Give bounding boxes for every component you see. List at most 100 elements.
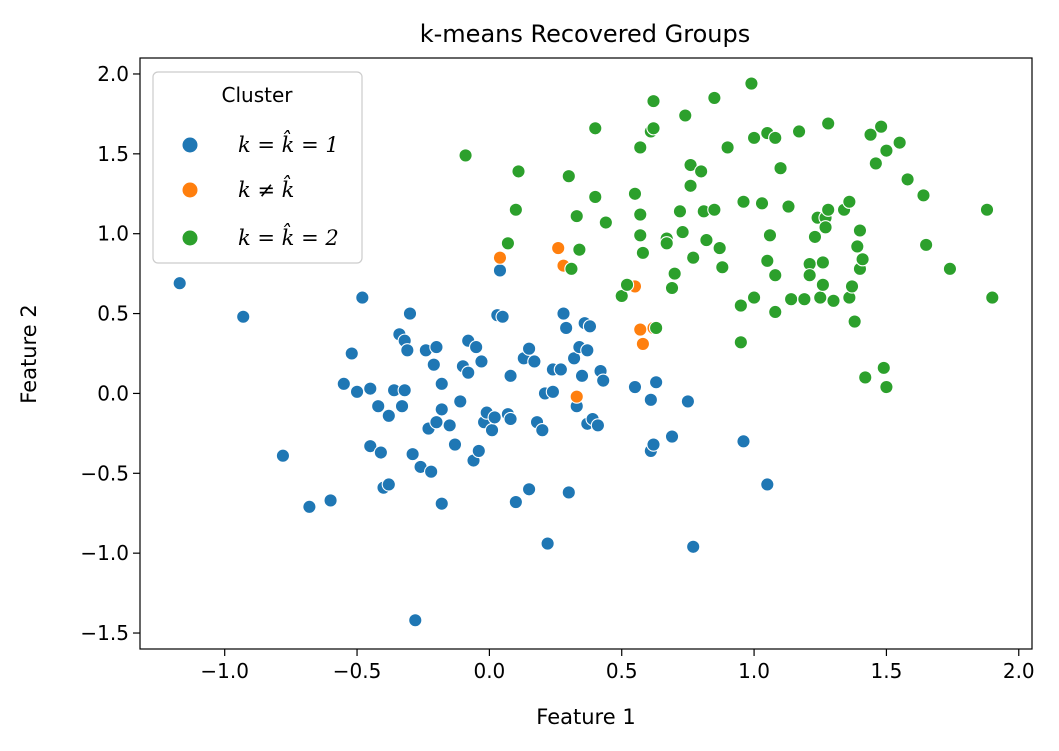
- data-point: [236, 309, 251, 324]
- y-tick-label: −1.0: [80, 541, 129, 565]
- data-point: [646, 93, 661, 109]
- data-point: [754, 196, 770, 211]
- data-point: [394, 399, 410, 414]
- x-axis: −1.0 −0.5 0.0 0.5 1.0 1.5 2.0: [200, 649, 1035, 683]
- x-tick-label: −0.5: [333, 659, 382, 683]
- data-point: [813, 290, 828, 305]
- data-point: [773, 161, 788, 176]
- data-point: [492, 263, 508, 278]
- data-point: [633, 207, 648, 222]
- data-point: [511, 164, 526, 179]
- data-point: [879, 143, 894, 158]
- data-point: [783, 292, 799, 307]
- x-tick-label: −1.0: [200, 659, 249, 683]
- data-point: [275, 448, 291, 463]
- data-point: [900, 172, 915, 187]
- data-point: [733, 335, 748, 350]
- data-point: [558, 320, 574, 336]
- data-point: [683, 178, 698, 193]
- data-point: [847, 314, 862, 329]
- data-point: [508, 494, 524, 510]
- data-point: [678, 108, 693, 123]
- legend-label: k = k̂ = 2: [238, 223, 339, 250]
- data-point: [916, 188, 931, 203]
- data-point: [405, 446, 420, 462]
- data-point: [344, 346, 359, 361]
- data-points: [172, 76, 1000, 628]
- data-point: [821, 202, 836, 217]
- data-point: [648, 320, 664, 336]
- data-point: [590, 418, 606, 433]
- data-point: [508, 202, 524, 217]
- data-point: [471, 443, 486, 459]
- data-point: [667, 266, 682, 281]
- data-point: [683, 157, 698, 173]
- y-tick-label: 1.0: [97, 222, 129, 246]
- data-point: [461, 365, 476, 380]
- data-point: [429, 415, 444, 430]
- data-point: [815, 277, 831, 292]
- data-point: [500, 236, 516, 251]
- data-point: [363, 381, 378, 396]
- data-point: [492, 250, 508, 265]
- y-tick-label: −1.5: [80, 621, 129, 645]
- legend-label: k = k̂ = 1: [238, 130, 339, 157]
- data-point: [844, 279, 860, 294]
- legend-marker: [181, 181, 199, 199]
- data-point: [852, 223, 868, 238]
- data-point: [736, 194, 751, 209]
- data-point: [762, 228, 778, 243]
- data-point: [892, 135, 907, 150]
- y-tick-label: 1.5: [97, 142, 129, 166]
- data-point: [553, 362, 569, 377]
- data-point: [442, 418, 457, 433]
- data-point: [797, 292, 812, 307]
- y-axis: −1.5 −1.0 −0.5 0.0 0.5 1.0 1.5 2.0: [80, 62, 140, 645]
- data-point: [733, 298, 748, 313]
- data-point: [781, 199, 796, 214]
- data-point: [659, 236, 674, 251]
- y-axis-label: Feature 2: [17, 304, 41, 403]
- data-point: [855, 252, 870, 267]
- data-point: [495, 309, 510, 324]
- data-point: [574, 368, 590, 384]
- data-point: [627, 186, 643, 201]
- data-point: [858, 370, 873, 385]
- data-point: [744, 76, 759, 91]
- legend: Cluster k = k̂ = 1 k ≠ k̂ k = k̂ = 2: [152, 71, 363, 264]
- data-point: [402, 306, 418, 321]
- series-1: [172, 263, 775, 628]
- data-point: [863, 127, 878, 142]
- series-3: [458, 76, 1000, 395]
- data-point: [527, 354, 542, 369]
- data-point: [469, 339, 484, 355]
- data-point: [768, 304, 783, 320]
- data-point: [850, 239, 865, 254]
- x-tick-label: 1.5: [871, 659, 903, 683]
- data-point: [672, 204, 688, 219]
- data-point: [598, 215, 614, 230]
- data-point: [821, 116, 836, 131]
- data-point: [302, 499, 317, 514]
- data-point: [545, 384, 561, 399]
- data-point: [561, 169, 576, 184]
- chart-title: k-means Recovered Groups: [420, 20, 751, 48]
- legend-marker: [181, 229, 199, 247]
- data-point: [408, 613, 423, 628]
- data-point: [664, 280, 680, 296]
- legend-label: k ≠ k̂: [238, 175, 294, 202]
- data-point: [487, 410, 502, 425]
- data-point: [556, 306, 571, 321]
- data-point: [588, 121, 603, 136]
- data-point: [842, 194, 857, 209]
- data-point: [818, 220, 833, 235]
- data-point: [434, 402, 449, 417]
- plot-area-frame: [139, 57, 1033, 650]
- data-point: [535, 423, 550, 438]
- data-point: [686, 539, 701, 554]
- data-point: [426, 357, 441, 372]
- data-point: [323, 493, 338, 508]
- data-point: [521, 341, 537, 356]
- data-point: [619, 277, 635, 292]
- legend-title: Cluster: [222, 83, 294, 107]
